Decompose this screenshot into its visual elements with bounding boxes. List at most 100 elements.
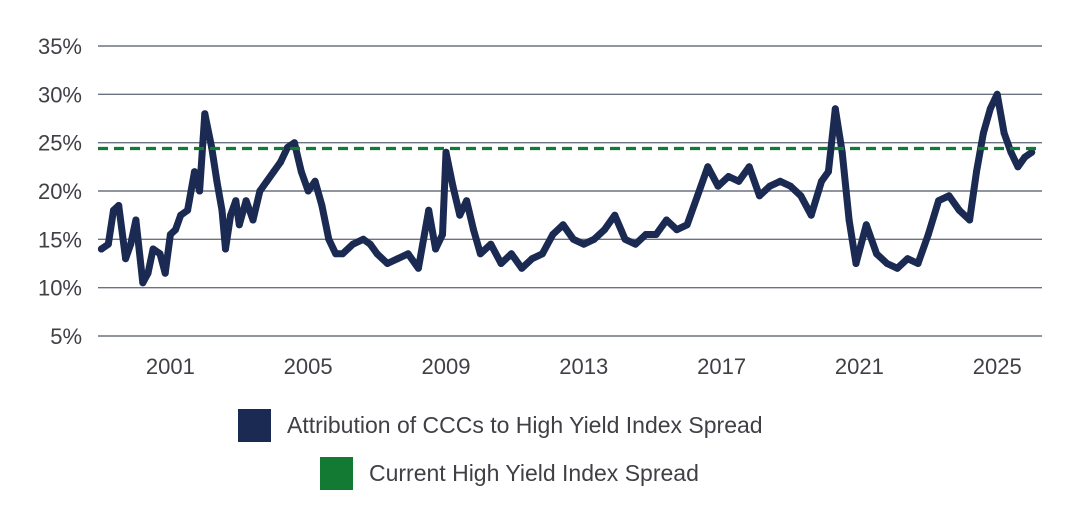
data-point [862, 221, 870, 229]
data-point [838, 148, 846, 156]
data-point [632, 240, 639, 248]
data-point [914, 260, 922, 267]
data-point [97, 245, 105, 253]
data-point [325, 235, 333, 243]
data-point [242, 197, 250, 205]
data-point [270, 168, 278, 176]
data-point [218, 206, 226, 214]
data-point [735, 177, 743, 185]
data-point [290, 139, 298, 147]
data-point [132, 216, 140, 224]
data-point [1000, 129, 1008, 137]
data-point [414, 264, 422, 272]
data-point [673, 226, 681, 234]
data-point [139, 279, 147, 287]
data-point [463, 197, 471, 205]
x-tick-label: 2021 [835, 354, 884, 379]
data-point [787, 182, 794, 190]
data-point [973, 168, 980, 176]
data-point [184, 206, 192, 214]
data-point [601, 226, 608, 234]
data-point [196, 187, 204, 195]
data-point [487, 240, 495, 248]
data-point [115, 202, 123, 209]
data-point [156, 250, 164, 258]
data-point [161, 269, 169, 277]
data-point [1021, 153, 1029, 161]
data-point [232, 197, 240, 205]
data-point [683, 221, 691, 229]
data-point [824, 168, 832, 176]
y-tick-label: 5% [50, 324, 82, 349]
data-point [277, 158, 285, 166]
data-point [538, 250, 546, 258]
data-point [442, 148, 450, 156]
data-point [311, 177, 319, 185]
data-point [284, 144, 291, 151]
data-point [222, 245, 229, 253]
data-point [979, 129, 987, 137]
data-point [249, 216, 257, 224]
data-point [470, 226, 477, 234]
data-point [883, 260, 891, 267]
data-point [621, 235, 629, 243]
data-point [394, 255, 402, 263]
data-point [528, 255, 536, 263]
data-point [235, 221, 243, 229]
data-point [873, 250, 881, 258]
data-point [263, 177, 271, 185]
x-tick-label: 2001 [146, 354, 195, 379]
legend-item-ccc-attribution: Attribution of CCCs to High Yield Index … [238, 408, 938, 442]
data-point [359, 235, 367, 243]
data-point [845, 216, 853, 224]
data-point [425, 206, 433, 214]
data-point [966, 216, 974, 224]
x-axis-ticks: 2001 2005 2009 2013 2017 2021 2025 [146, 354, 1022, 379]
y-tick-label: 35% [38, 34, 82, 59]
data-point [663, 216, 670, 224]
x-tick-label: 2009 [421, 354, 470, 379]
data-point [852, 260, 860, 267]
data-point [349, 240, 357, 248]
legend-swatch-current-spread [320, 456, 353, 490]
data-point [569, 235, 577, 243]
x-tick-label: 2017 [697, 354, 746, 379]
data-point [404, 250, 412, 258]
y-tick-label: 20% [38, 179, 82, 204]
data-point [191, 168, 198, 176]
data-point [172, 226, 179, 234]
data-point [935, 197, 943, 205]
data-point [818, 177, 825, 185]
data-point [476, 250, 484, 258]
data-point [383, 260, 391, 267]
chart-svg: 5% 10% 15% 20% 25% 30% 35% 2001 2005 2009 2013 201… [38, 34, 1042, 379]
data-point [745, 163, 753, 171]
data-point [104, 240, 112, 248]
data-point [549, 231, 557, 238]
legend: Attribution of CCCs to High Yield Index … [238, 408, 938, 504]
x-tick-label: 2005 [284, 354, 333, 379]
data-point [714, 182, 722, 190]
data-point [177, 211, 185, 219]
series-line-ccc-attribution [97, 90, 1036, 287]
data-point [332, 250, 340, 258]
data-point [955, 206, 963, 214]
data-point [807, 211, 815, 219]
gridlines [98, 45, 1042, 337]
data-point [756, 192, 763, 200]
data-point [993, 90, 1001, 98]
data-point [797, 192, 805, 200]
data-point [166, 231, 174, 238]
data-point [144, 269, 152, 277]
data-point [439, 231, 446, 238]
x-tick-label: 2013 [559, 354, 608, 379]
data-point [122, 255, 130, 263]
data-point [580, 240, 588, 248]
data-point [590, 235, 598, 243]
legend-item-current-spread: Current High Yield Index Spread [320, 456, 938, 490]
data-point [518, 264, 526, 272]
legend-label-current-spread: Current High Yield Index Spread [369, 459, 699, 486]
data-point [213, 177, 221, 185]
data-point [831, 105, 839, 113]
data-point [507, 250, 515, 258]
